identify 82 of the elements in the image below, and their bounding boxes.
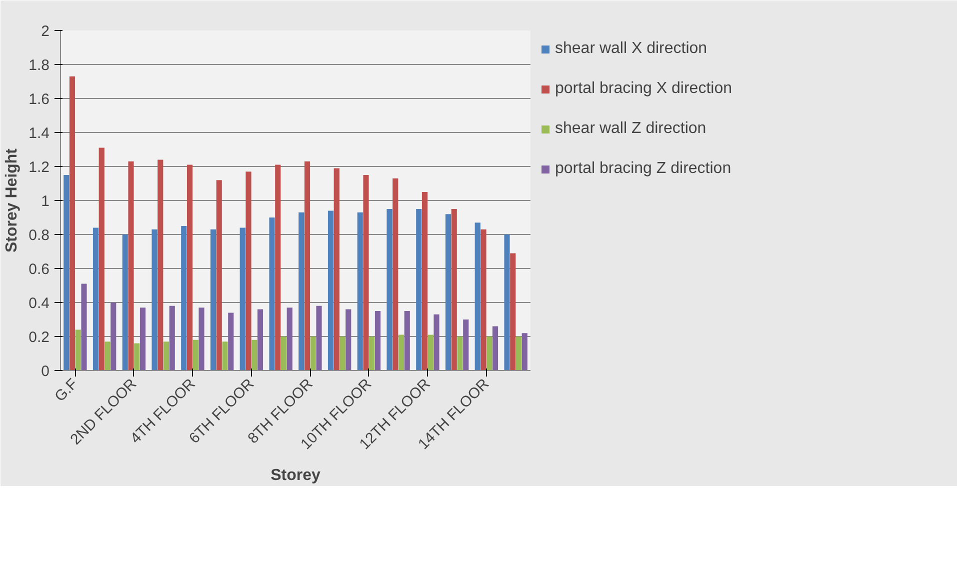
bar bbox=[152, 229, 158, 370]
bar bbox=[445, 214, 452, 370]
y-tick-label: 0.6 bbox=[28, 261, 50, 278]
y-tick-label: 0.2 bbox=[28, 329, 50, 346]
bar bbox=[216, 180, 222, 370]
bar bbox=[522, 333, 528, 370]
bar bbox=[474, 222, 480, 370]
bar bbox=[480, 229, 486, 370]
bar bbox=[357, 212, 363, 370]
bar bbox=[210, 229, 216, 370]
y-tick-label: 1.6 bbox=[28, 91, 50, 108]
bar bbox=[64, 175, 70, 370]
bar bbox=[451, 209, 457, 370]
legend-label: portal bracing Z direction bbox=[555, 160, 732, 178]
bar bbox=[392, 178, 398, 370]
bar bbox=[69, 76, 76, 370]
bar bbox=[298, 212, 304, 370]
bar bbox=[228, 312, 234, 370]
bar bbox=[463, 320, 469, 370]
bar bbox=[222, 342, 228, 370]
bar bbox=[257, 309, 264, 370]
y-tick-label: 1.4 bbox=[28, 125, 50, 142]
bar bbox=[181, 226, 187, 370]
bar bbox=[81, 284, 87, 370]
bar bbox=[275, 164, 281, 370]
bar bbox=[363, 175, 369, 370]
bar bbox=[422, 192, 428, 370]
bar bbox=[486, 336, 492, 370]
bar bbox=[122, 234, 128, 370]
bar bbox=[504, 234, 510, 370]
bar bbox=[492, 326, 498, 370]
y-tick-label: 1 bbox=[41, 193, 50, 210]
bar bbox=[134, 343, 140, 370]
y-tick-label: 0.8 bbox=[28, 227, 50, 244]
bar bbox=[340, 336, 346, 370]
bar bbox=[386, 209, 392, 370]
bar bbox=[280, 336, 287, 370]
bar bbox=[192, 340, 198, 370]
bar bbox=[369, 336, 375, 370]
bar bbox=[328, 210, 334, 370]
bar bbox=[310, 336, 316, 370]
bar bbox=[240, 228, 246, 370]
y-tick-label: 0 bbox=[41, 363, 50, 380]
bar bbox=[346, 309, 352, 370]
bar bbox=[404, 311, 410, 370]
y-tick-label: 0.4 bbox=[28, 295, 50, 312]
bar bbox=[398, 334, 404, 370]
bar bbox=[510, 253, 516, 370]
bar bbox=[334, 168, 340, 370]
bar bbox=[304, 161, 310, 370]
bar bbox=[286, 308, 292, 370]
bar bbox=[158, 160, 164, 370]
bar bbox=[252, 340, 258, 370]
bar bbox=[110, 302, 116, 370]
bar bbox=[140, 308, 146, 370]
y-tick-label: 1.2 bbox=[28, 159, 50, 176]
bar bbox=[128, 161, 134, 370]
bar bbox=[269, 218, 275, 370]
bar bbox=[198, 308, 204, 370]
bar bbox=[104, 342, 110, 370]
bar bbox=[434, 314, 440, 370]
legend-label: shear wall X direction bbox=[555, 40, 708, 58]
bar bbox=[374, 311, 381, 370]
bar bbox=[75, 330, 81, 370]
bar bbox=[416, 209, 422, 370]
legend-label: portal bracing X direction bbox=[555, 80, 732, 98]
bar bbox=[169, 306, 175, 370]
bar bbox=[186, 164, 193, 370]
bar bbox=[316, 306, 322, 370]
y-axis-title: Storey Height bbox=[4, 148, 21, 253]
x-tick-label: G.F bbox=[52, 375, 82, 406]
bar bbox=[246, 172, 252, 370]
bar bbox=[516, 336, 522, 370]
bar bbox=[428, 334, 434, 370]
y-tick-label: 1.8 bbox=[28, 57, 50, 74]
bar bbox=[98, 148, 104, 370]
bar bbox=[457, 336, 463, 370]
y-tick-label: 2 bbox=[41, 23, 50, 40]
bar bbox=[163, 342, 170, 370]
bar bbox=[92, 228, 99, 370]
x-axis-title: Storey bbox=[270, 466, 320, 484]
legend-label: shear wall Z direction bbox=[555, 120, 706, 138]
